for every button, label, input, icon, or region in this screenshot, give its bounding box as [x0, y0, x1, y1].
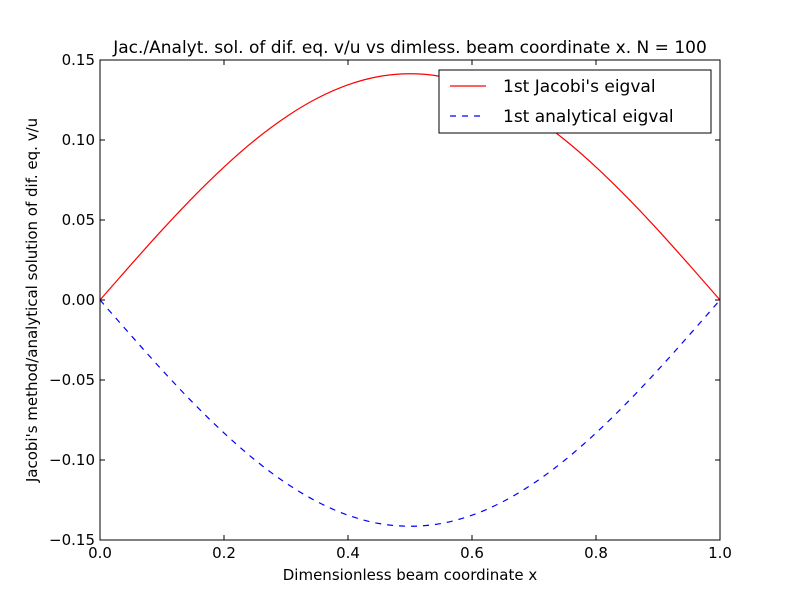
x-tick-label: 0.4 — [336, 544, 360, 562]
x-tick-label: 0.6 — [460, 544, 484, 562]
x-tick-label: 0.0 — [88, 544, 112, 562]
x-tick-label: 1.0 — [708, 544, 732, 562]
y-tick-label: −0.10 — [49, 451, 95, 469]
legend-box — [438, 69, 712, 134]
chart-title: Jac./Analyt. sol. of dif. eq. v/u vs dim… — [112, 38, 707, 58]
x-axis-label: Dimensionless beam coordinate x — [283, 566, 538, 584]
legend-label-analytical: 1st analytical eigval — [503, 107, 674, 127]
tick-layer: 0.0 0.2 0.4 0.6 0.8 1.0 −0.15 −0.10 −0.05 0.00 0.0… — [49, 51, 732, 562]
x-tick-label: 0.2 — [212, 544, 236, 562]
y-tick-label: 0.10 — [62, 131, 95, 149]
legend-label-jacobi: 1st Jacobi's eigval — [503, 77, 656, 97]
y-tick-label: 0.05 — [62, 211, 95, 229]
series-layer — [99, 73, 721, 527]
legend: 1st Jacobi's eigval 1st analytical eigva… — [438, 69, 712, 134]
y-tick-label: 0.00 — [62, 291, 95, 309]
series-line-analytical — [99, 299, 721, 527]
y-tick-label: −0.05 — [49, 371, 95, 389]
series-line-jacobi — [99, 73, 721, 301]
y-tick-label: 0.15 — [62, 51, 95, 69]
y-axis-label: Jacobi's method/analytical solution of d… — [23, 118, 41, 483]
x-tick-label: 0.8 — [584, 544, 608, 562]
y-tick-label: −0.15 — [49, 531, 95, 549]
